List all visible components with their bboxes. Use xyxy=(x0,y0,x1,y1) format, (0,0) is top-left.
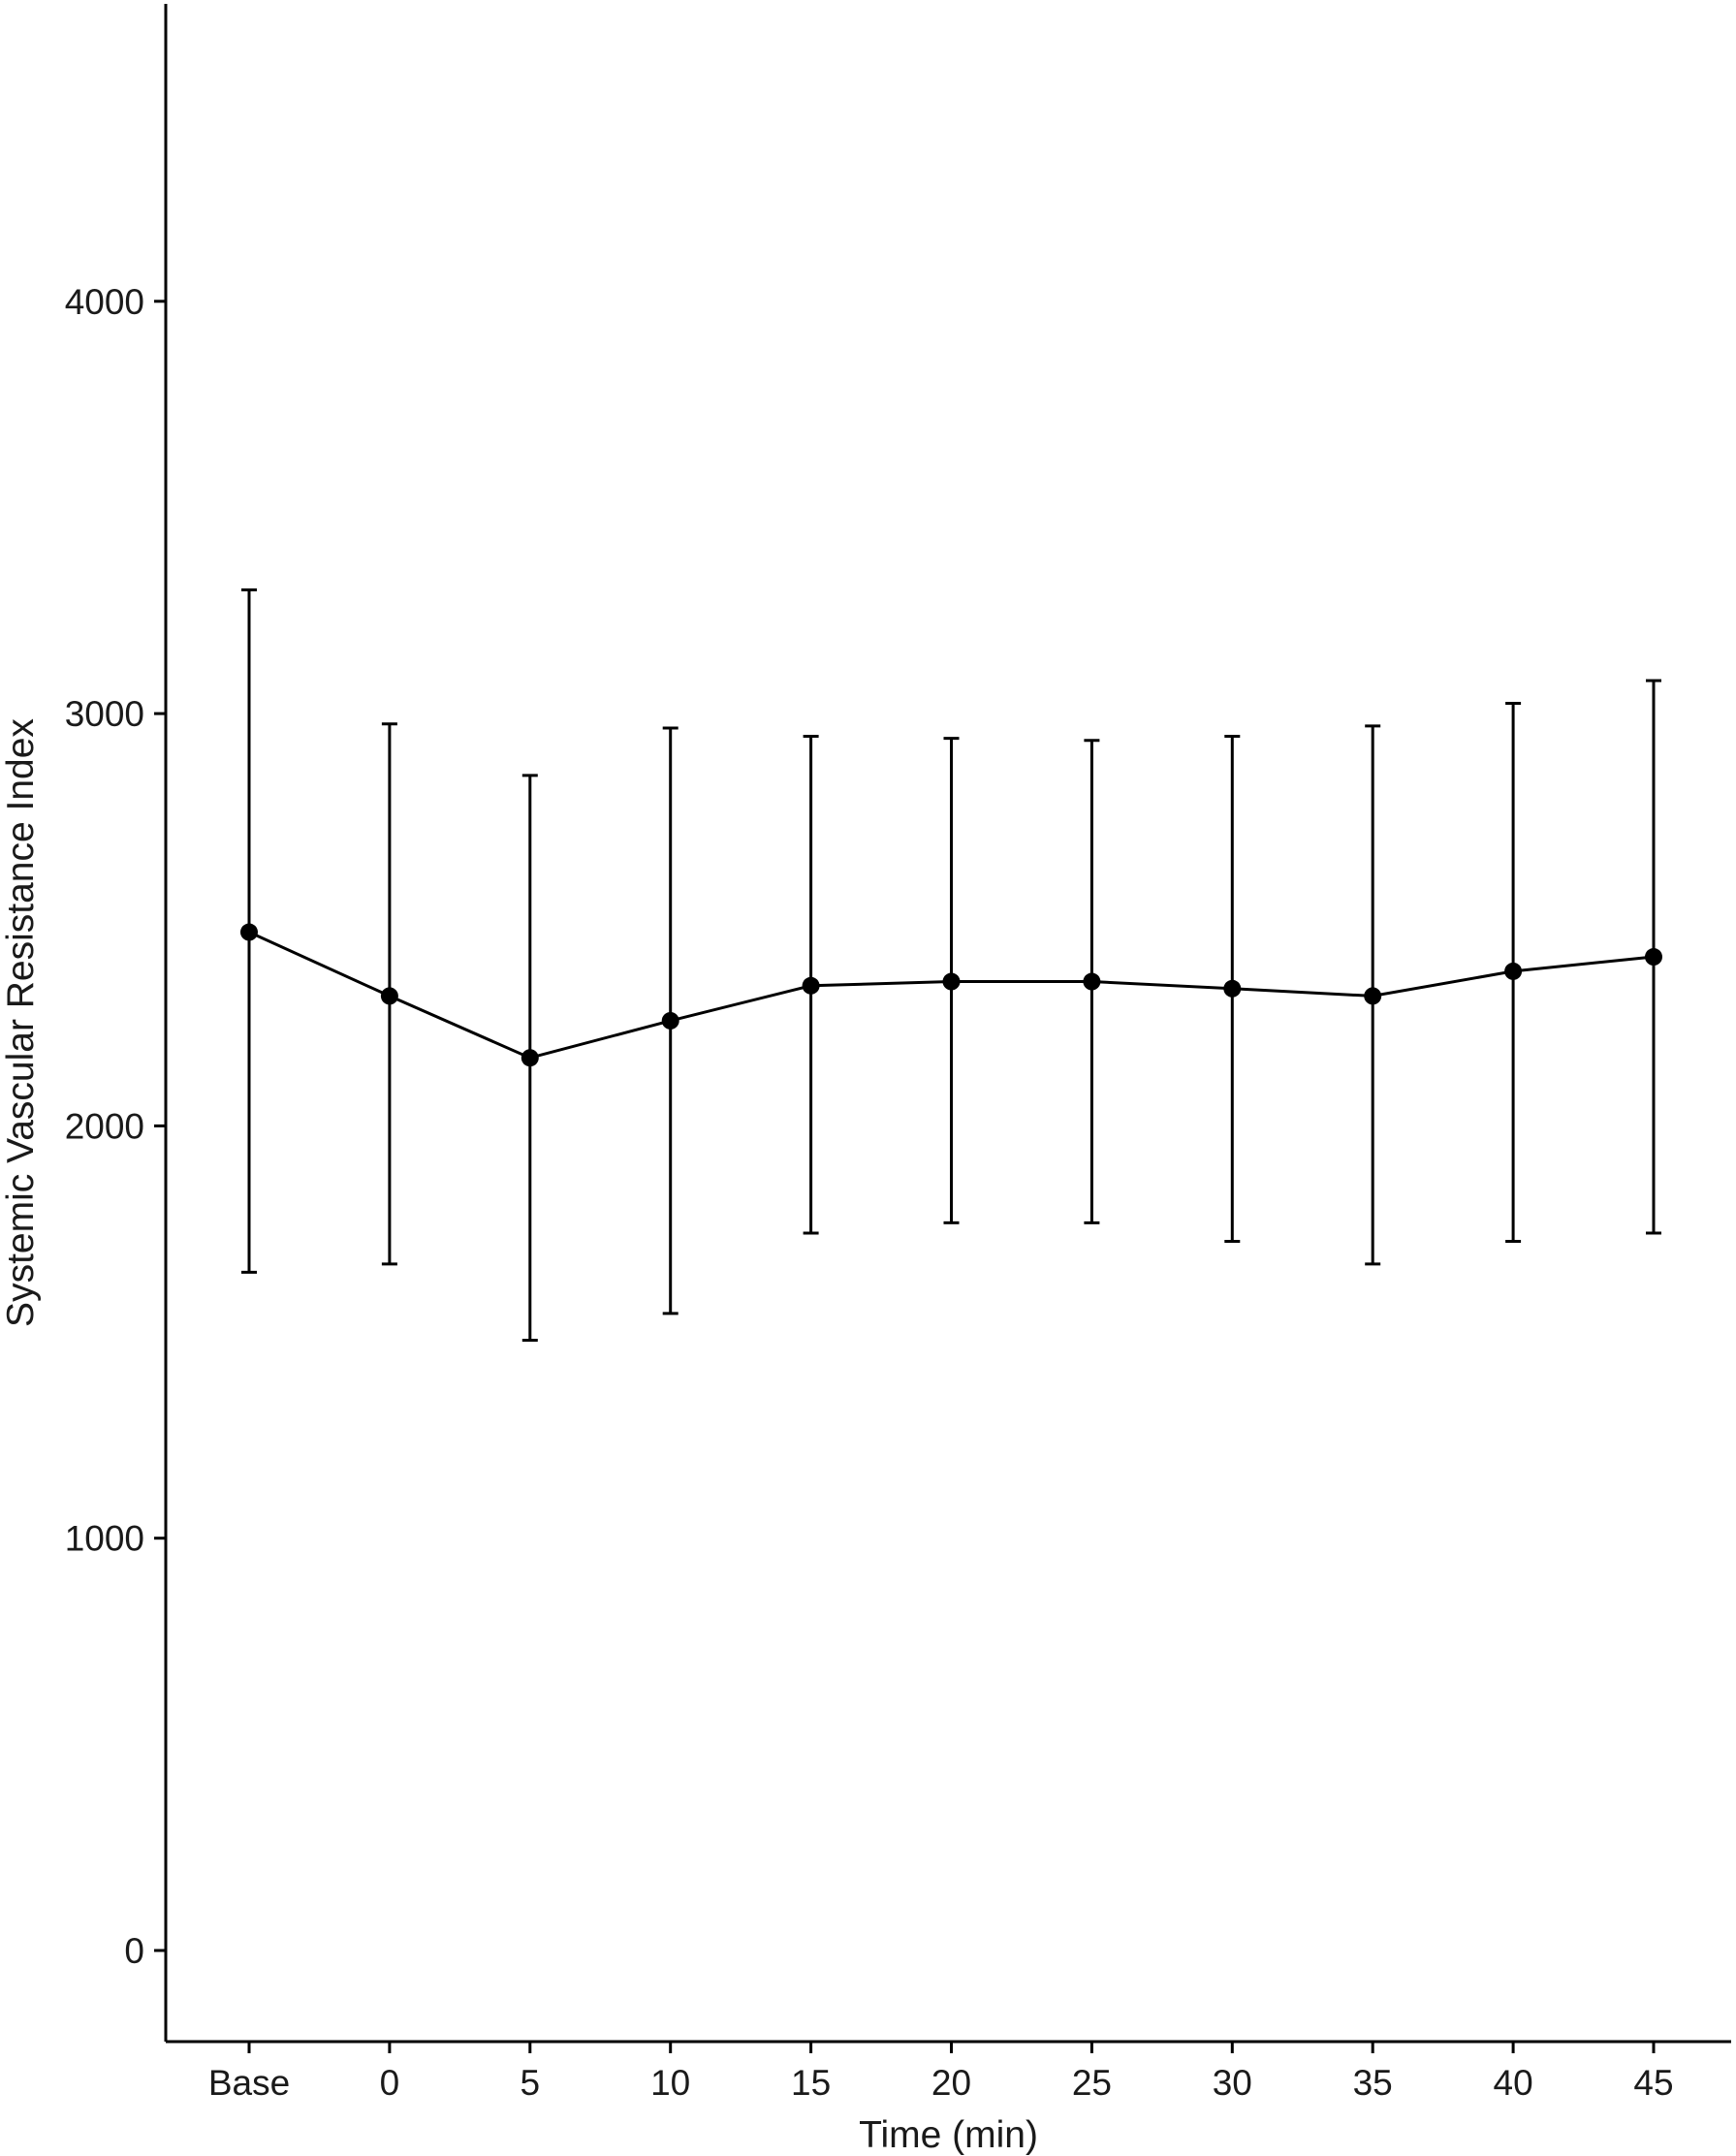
y-tick-label: 4000 xyxy=(65,282,144,322)
x-tick-label: 20 xyxy=(931,2063,971,2103)
x-axis-title: Time (min) xyxy=(859,2114,1038,2156)
x-tick-label: 5 xyxy=(521,2063,541,2103)
x-tick-label: 35 xyxy=(1353,2063,1393,2103)
data-point xyxy=(802,976,820,995)
x-tick-label: 15 xyxy=(791,2063,831,2103)
y-tick-label: 0 xyxy=(124,1931,144,1971)
data-point xyxy=(1083,972,1101,991)
error-bars xyxy=(241,588,1661,1343)
data-point xyxy=(521,1049,539,1067)
axes xyxy=(164,4,1731,2044)
x-tick-label: 40 xyxy=(1494,2063,1533,2103)
data-point xyxy=(380,987,398,1005)
y-tick-label: 1000 xyxy=(65,1519,144,1559)
x-tick-label: Base xyxy=(208,2063,290,2103)
data-point xyxy=(661,1011,679,1030)
data-point xyxy=(1645,948,1662,967)
x-tick-label: 45 xyxy=(1633,2063,1673,2103)
x-tick-label: 25 xyxy=(1072,2063,1112,2103)
x-tick-label: 0 xyxy=(380,2063,400,2103)
x-tick-label: 30 xyxy=(1213,2063,1252,2103)
x-ticks: Base 0 5 10 15 20 25 30 35 40 45 xyxy=(208,2042,1674,2103)
x-tick-label: 10 xyxy=(650,2063,690,2103)
y-axis-title: Systemic Vascular Resistance Index xyxy=(0,718,42,1327)
data-point xyxy=(1364,987,1382,1005)
data-point xyxy=(1223,979,1242,998)
data-points xyxy=(240,923,1662,1067)
data-point xyxy=(1504,962,1523,980)
data-point xyxy=(942,972,961,991)
y-tick-label: 2000 xyxy=(65,1106,144,1146)
data-point xyxy=(240,923,258,941)
y-tick-label: 3000 xyxy=(65,694,144,734)
y-ticks: 0 1000 2000 3000 4000 xyxy=(65,282,166,1971)
